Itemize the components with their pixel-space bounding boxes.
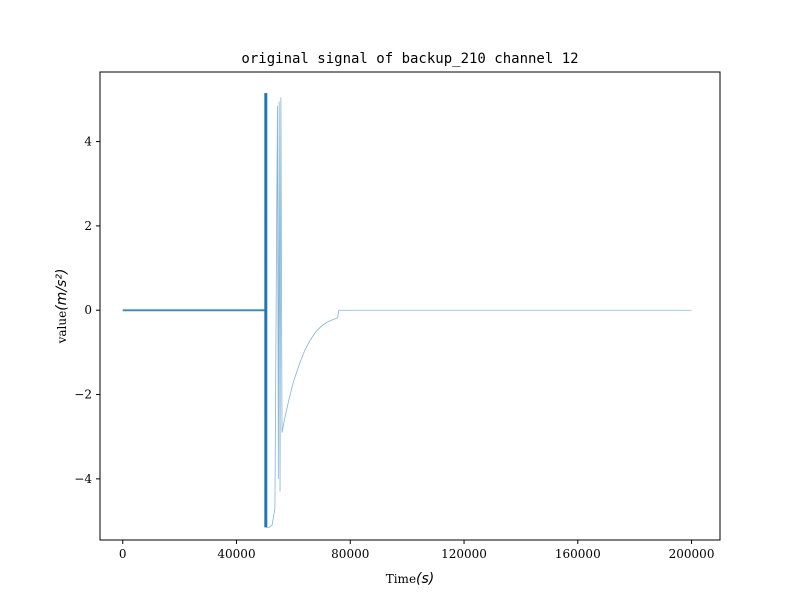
y-axis-ticks: −4 −2 0 2 4	[74, 135, 100, 486]
chart-title: original signal of backup_210 channel 12	[241, 51, 578, 67]
y-axis-label-unit: (m/s²)	[54, 269, 70, 311]
x-axis-label-text: Time	[386, 572, 416, 586]
y-axis-label-text: value	[55, 311, 69, 345]
x-tick-label: 0	[119, 547, 127, 561]
saturation-spike	[264, 93, 268, 528]
y-tick-label: 4	[84, 135, 92, 149]
y-tick-label: −2	[74, 388, 92, 402]
y-tick-label: 2	[84, 219, 92, 233]
signal-line	[266, 97, 692, 528]
y-axis-label: value(m/s²)	[54, 269, 70, 345]
x-axis-label-unit: (s)	[416, 571, 434, 587]
x-tick-label: 80000	[331, 547, 369, 561]
y-tick-label: 0	[84, 303, 92, 317]
x-tick-label: 120000	[441, 547, 487, 561]
plot-frame	[99, 71, 721, 541]
y-tick-label: −4	[74, 472, 92, 486]
x-tick-label: 160000	[555, 547, 601, 561]
x-tick-label: 40000	[217, 547, 255, 561]
plot-layer	[122, 93, 692, 528]
x-axis-ticks: 0 40000 80000 120000 160000 200000	[119, 540, 715, 561]
x-axis-label: Time(s)	[386, 571, 435, 587]
x-tick-label: 200000	[669, 547, 715, 561]
